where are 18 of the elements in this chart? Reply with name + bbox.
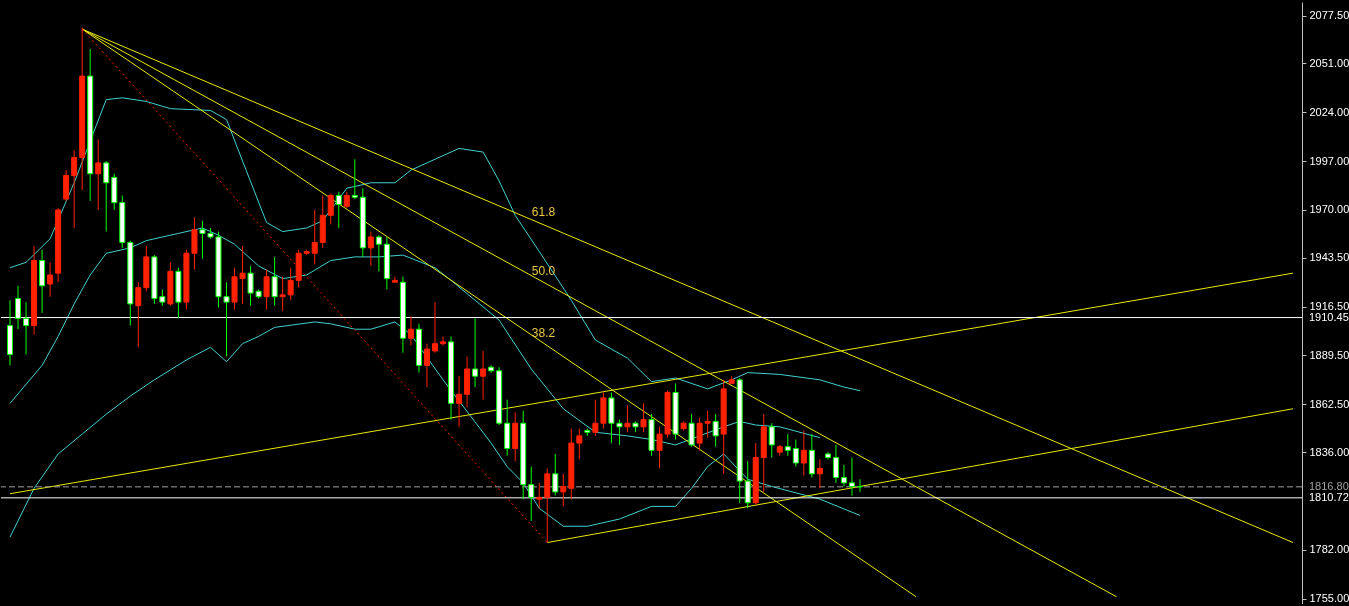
- y-tick-label: 1997.00: [1309, 154, 1349, 167]
- ref-line-label: 1816.80: [1309, 479, 1349, 492]
- ref-line-label: 1810.72: [1309, 490, 1349, 503]
- y-tick-label: 1943.50: [1309, 251, 1349, 264]
- y-tick-label: 1970.00: [1309, 203, 1349, 216]
- y-tick-label: 1916.50: [1309, 300, 1349, 313]
- y-tick-label: 2024.00: [1309, 105, 1349, 118]
- y-tick-label: 1836.00: [1309, 445, 1349, 458]
- y-tick-label: 2051.00: [1309, 56, 1349, 69]
- y-tick-label: 1755.00: [1309, 592, 1349, 605]
- ref-line-label: 1910.45: [1309, 310, 1349, 323]
- y-tick-label: 1862.50: [1309, 397, 1349, 410]
- y-tick-label: 2077.50: [1309, 9, 1349, 22]
- annotation: 38.2: [531, 326, 556, 341]
- annotation: 61.8: [531, 205, 556, 220]
- annotation: 50.0: [531, 264, 556, 279]
- y-tick-label: 1782.00: [1309, 543, 1349, 556]
- y-tick-label: 1889.50: [1309, 348, 1349, 361]
